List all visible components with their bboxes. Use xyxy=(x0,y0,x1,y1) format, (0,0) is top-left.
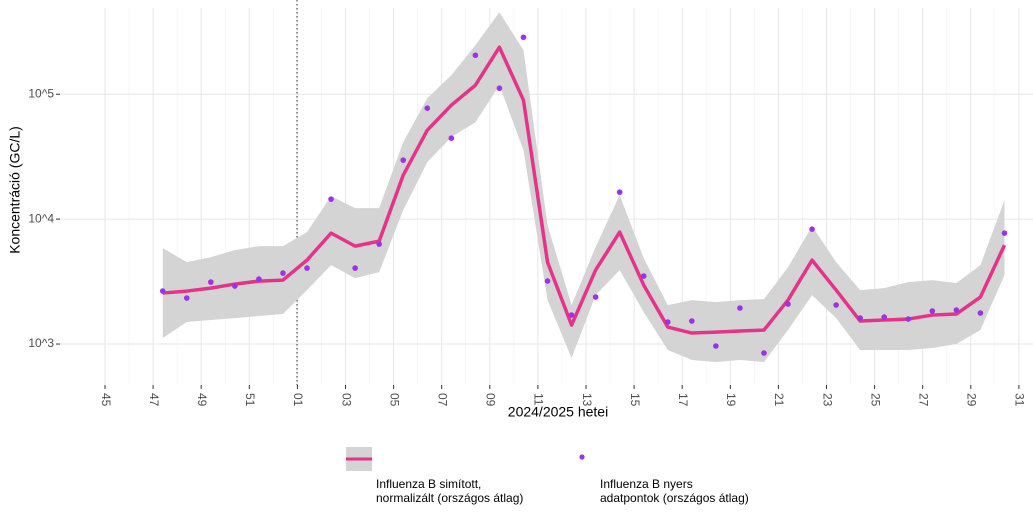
x-tick-label: 29 xyxy=(965,393,979,407)
data-point xyxy=(472,52,479,59)
data-point xyxy=(929,308,936,314)
data-point xyxy=(424,105,431,112)
marks xyxy=(159,12,1008,363)
data-point xyxy=(568,312,575,318)
x-tick-label: 11 xyxy=(532,393,546,406)
legend-label: Influenza B simított, normalizált (orszá… xyxy=(376,477,524,505)
legend-point-key xyxy=(579,454,585,460)
x-tick-label: 31 xyxy=(1013,393,1027,407)
x-tick-label: 05 xyxy=(387,393,401,407)
data-point xyxy=(977,310,984,316)
data-point xyxy=(737,305,743,311)
confidence-band xyxy=(162,12,1005,363)
page: {"chart_data": {"type": "line-band-scatt… xyxy=(6,0,1033,505)
x-tick-label: 45 xyxy=(99,393,113,407)
x-tick-label: 13 xyxy=(580,393,594,407)
x-axis-title: 2024/2025 hetei xyxy=(508,404,608,420)
y-tick-label: 10^3 xyxy=(28,336,54,350)
data-point xyxy=(616,189,623,195)
x-tick-label: 23 xyxy=(820,393,834,407)
data-point xyxy=(761,350,767,356)
data-point xyxy=(352,265,358,271)
x-tick-label: 21 xyxy=(772,393,786,407)
y-tick-label: 10^5 xyxy=(28,86,54,100)
legend-key xyxy=(579,454,585,460)
data-point xyxy=(881,314,888,320)
data-point xyxy=(689,318,695,324)
x-tick-label: 01 xyxy=(291,393,305,407)
data-point xyxy=(592,294,599,300)
chart: Koncentráció (GC/L) 2024/2025 hetei 45 47… xyxy=(7,0,1033,420)
data-point xyxy=(280,270,286,276)
x-tick-label: 25 xyxy=(868,393,882,407)
data-point xyxy=(256,276,262,282)
x-tick-label: 15 xyxy=(628,393,642,407)
smoothed-line xyxy=(162,45,1007,335)
data-point xyxy=(544,278,551,284)
x-tick-label: 47 xyxy=(147,393,161,407)
data-point xyxy=(232,283,238,289)
x-tick-label: 49 xyxy=(195,393,209,407)
data-point xyxy=(1001,230,1008,236)
x-tick-label: 03 xyxy=(339,393,353,407)
data-point xyxy=(664,319,671,325)
legend-key xyxy=(346,447,372,471)
data-point xyxy=(833,302,839,308)
data-point xyxy=(304,265,310,271)
data-point xyxy=(496,85,503,92)
data-point xyxy=(953,307,960,313)
x-tick-label: 09 xyxy=(484,393,498,407)
data-point xyxy=(400,157,407,163)
data-point xyxy=(376,241,382,247)
y-tick-label: 10^4 xyxy=(28,211,54,225)
x-tick-label: 17 xyxy=(676,393,690,407)
data-point xyxy=(448,135,455,141)
data-point xyxy=(809,226,815,232)
x-tick-label: 27 xyxy=(917,393,931,407)
data-point xyxy=(713,343,719,349)
legend-item: Influenza B simított, normalizált (orszá… xyxy=(345,447,524,519)
x-tick-label: 07 xyxy=(436,393,450,407)
data-point xyxy=(159,288,166,294)
data-point xyxy=(905,316,912,322)
data-point xyxy=(328,196,334,202)
legend-item: Influenza B nyers adatpontok (országos á… xyxy=(574,449,749,519)
data-point xyxy=(785,301,791,307)
data-point xyxy=(183,295,190,301)
data-point xyxy=(857,315,863,321)
x-tick-label: 19 xyxy=(724,393,738,407)
data-point xyxy=(640,273,647,279)
x-tick-label: 51 xyxy=(243,393,257,407)
data-point xyxy=(208,279,214,285)
y-axis-title: Koncentráció (GC/L) xyxy=(7,126,23,254)
data-point xyxy=(520,34,527,41)
legend-label: Influenza B nyers adatpontok (országos á… xyxy=(600,477,749,505)
